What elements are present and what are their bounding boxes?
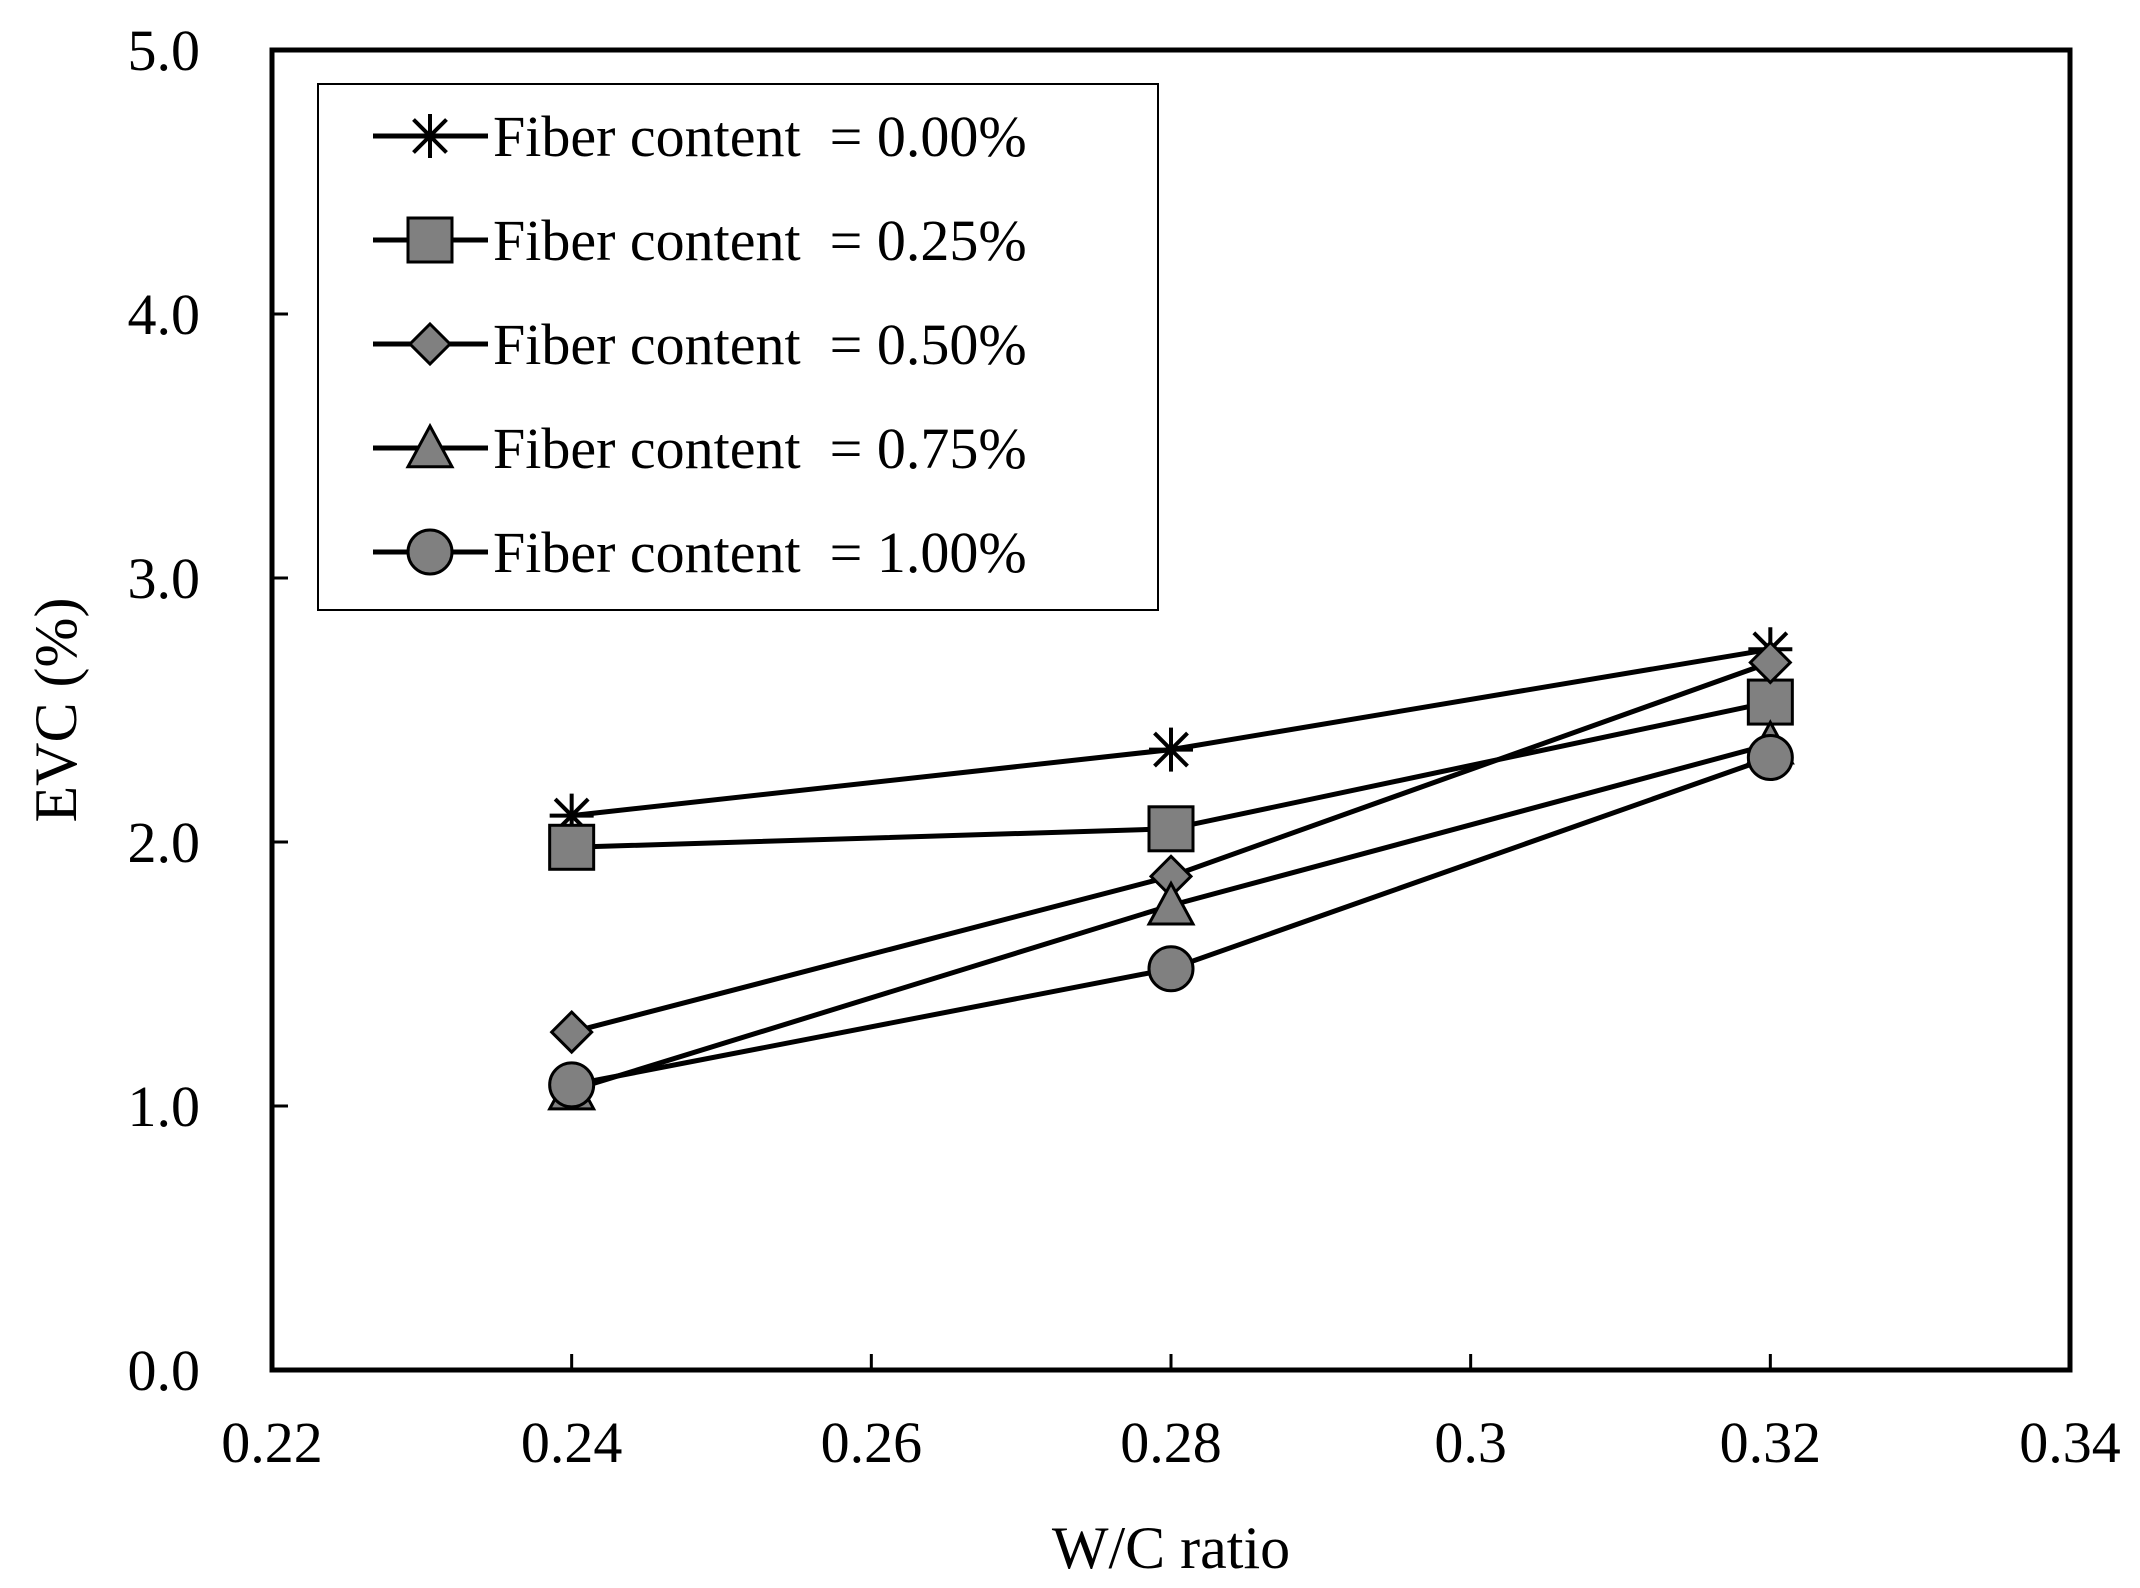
legend-marker-star bbox=[408, 114, 452, 158]
data-point-square-1 bbox=[1147, 805, 1195, 853]
y-tick-label: 5.0 bbox=[128, 18, 201, 83]
legend-entry-star: Fiber content = 0.00% bbox=[373, 104, 1027, 169]
y-tick-label: 3.0 bbox=[128, 546, 201, 611]
y-tick-label: 0.0 bbox=[128, 1338, 201, 1403]
series-layer bbox=[547, 627, 1795, 1111]
data-point-circle-1 bbox=[1147, 945, 1195, 993]
y-tick-label: 2.0 bbox=[128, 810, 201, 875]
data-point-star-1 bbox=[1149, 727, 1193, 772]
series-diamond bbox=[549, 640, 1793, 1055]
series-square bbox=[548, 678, 1794, 871]
legend-entry-triangle: Fiber content = 0.75% bbox=[373, 416, 1027, 481]
x-tick-label: 0.32 bbox=[1720, 1410, 1822, 1475]
y-tick-label: 4.0 bbox=[128, 282, 201, 347]
data-point-square-0 bbox=[548, 823, 596, 871]
legend-entry-circle: Fiber content = 1.00% bbox=[373, 520, 1027, 585]
y-tick-label: 1.0 bbox=[128, 1074, 201, 1139]
data-point-circle-2 bbox=[1746, 734, 1794, 782]
data-point-diamond-0 bbox=[549, 1009, 594, 1055]
x-tick-label: 0.24 bbox=[521, 1410, 623, 1475]
legend-label: Fiber content = 0.00% bbox=[493, 104, 1027, 169]
x-tick-label: 0.3 bbox=[1434, 1410, 1507, 1475]
legend-label: Fiber content = 0.25% bbox=[493, 208, 1027, 273]
data-point-triangle-1 bbox=[1146, 880, 1196, 926]
legend-entry-diamond: Fiber content = 0.50% bbox=[373, 312, 1027, 377]
legend-entry-square: Fiber content = 0.25% bbox=[373, 208, 1027, 273]
axis-layer: 0.22 0.24 0.26 0.28 0.3 0.32 0.34 0.0 1.0 2.0 3.0 4… bbox=[23, 18, 2121, 1581]
x-axis-title: W/C ratio bbox=[1052, 1515, 1290, 1581]
x-tick-label: 0.22 bbox=[221, 1410, 323, 1475]
data-point-diamond-2 bbox=[1748, 640, 1793, 685]
legend-label: Fiber content = 0.75% bbox=[493, 416, 1027, 481]
legend-label: Fiber content = 0.50% bbox=[493, 312, 1027, 377]
y-axis-title: EVC (%) bbox=[23, 598, 89, 823]
legend-label: Fiber content = 1.00% bbox=[493, 520, 1027, 585]
data-point-square-2 bbox=[1746, 678, 1794, 726]
legend-marker-square bbox=[406, 216, 454, 264]
series-circle bbox=[548, 734, 1794, 1109]
legend-box bbox=[317, 83, 1159, 611]
data-point-circle-0 bbox=[548, 1061, 596, 1109]
legend-marker-diamond bbox=[407, 321, 453, 367]
legend: Fiber content = 0.00% Fiber content = 0.2… bbox=[317, 83, 1159, 611]
x-tick-label: 0.26 bbox=[821, 1410, 923, 1475]
x-tick-label: 0.34 bbox=[2019, 1410, 2121, 1475]
legend-marker-triangle bbox=[405, 422, 455, 469]
legend-marker-circle bbox=[406, 528, 454, 576]
x-tick-label: 0.28 bbox=[1120, 1410, 1222, 1475]
